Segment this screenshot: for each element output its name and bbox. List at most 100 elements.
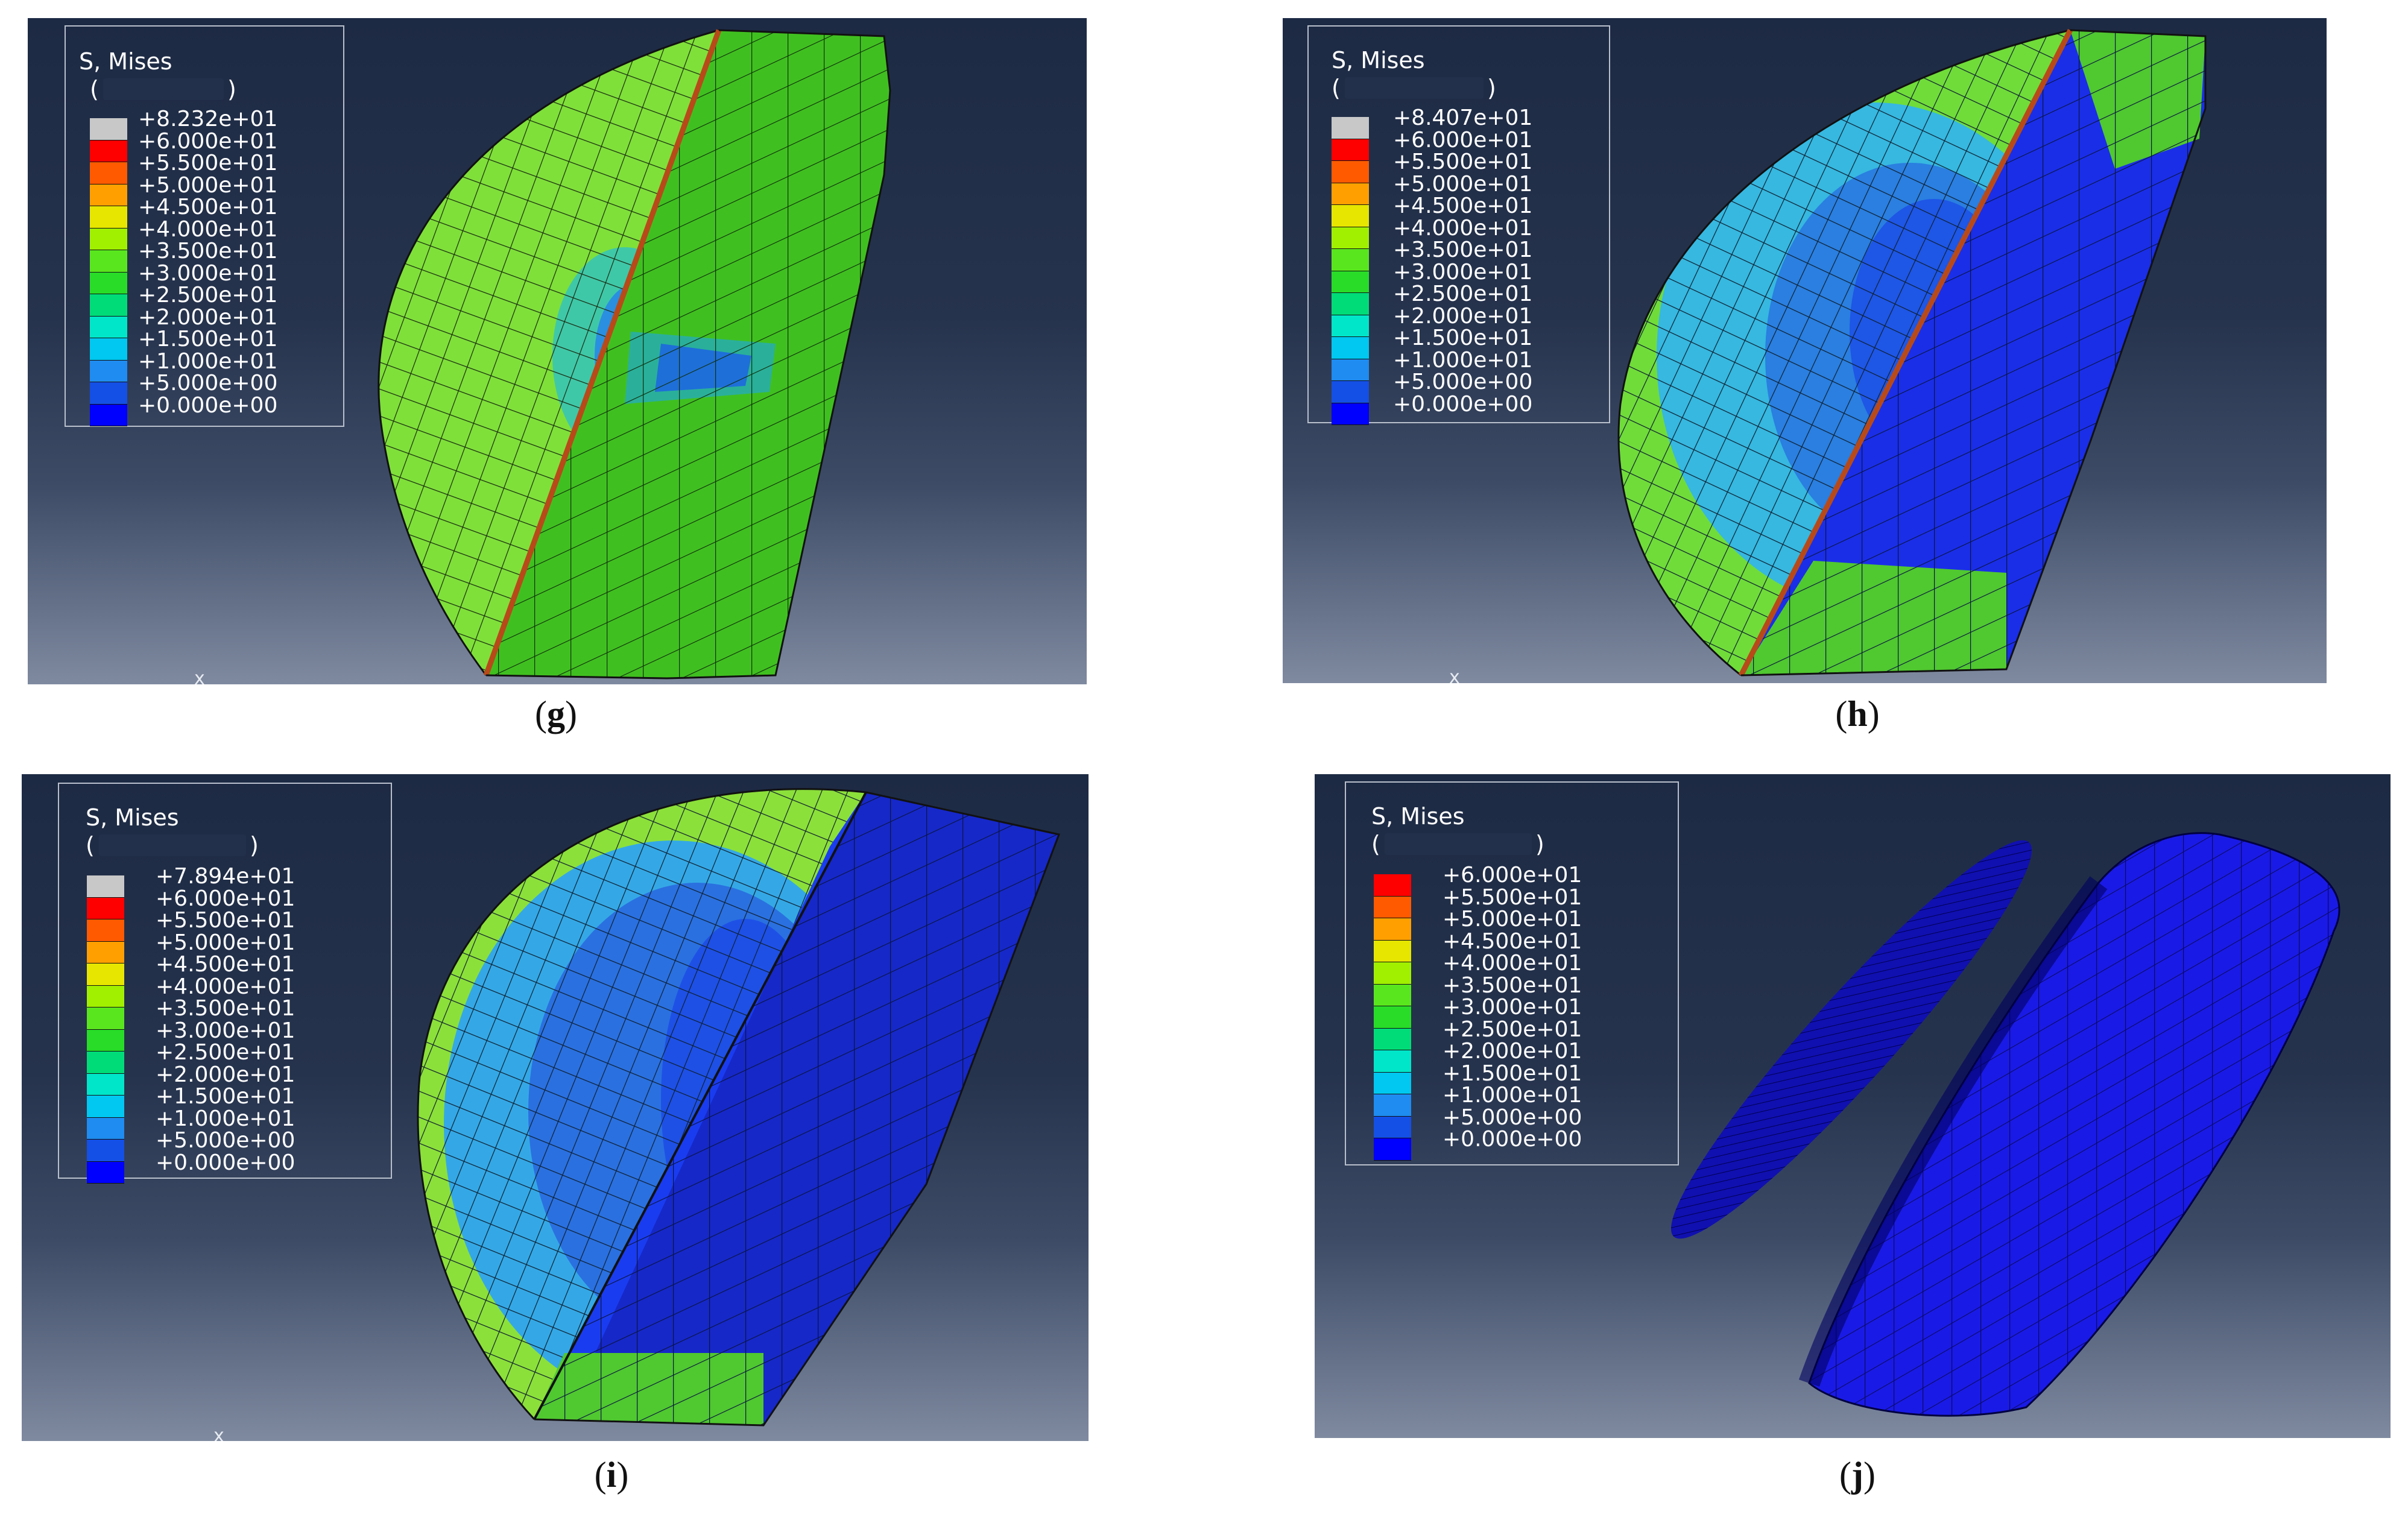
legend-swatch xyxy=(87,941,124,963)
legend-value: +6.000e+01 xyxy=(156,886,295,911)
legend-value: +5.500e+01 xyxy=(1443,885,1582,910)
legend-swatch xyxy=(90,184,127,206)
legend-labels: +8.232e+01 +6.000e+01 +5.500e+01 +5.000e+01… xyxy=(138,108,278,418)
legend-value: +3.500e+01 xyxy=(156,996,295,1021)
legend-value: +0.000e+00 xyxy=(1393,391,1533,417)
legend-value: +3.500e+01 xyxy=(1393,238,1533,262)
legend-unit-close: ) xyxy=(1487,75,1496,101)
legend-value: +0.000e+00 xyxy=(1443,1127,1582,1152)
legend-value: +0.000e+00 xyxy=(138,393,278,418)
legend-value: +4.500e+01 xyxy=(156,952,295,977)
legend-value: +4.000e+01 xyxy=(138,216,278,242)
legend-value: +4.000e+01 xyxy=(1443,951,1582,976)
legend-value: +5.500e+01 xyxy=(1393,150,1533,174)
legend-swatch xyxy=(87,1117,124,1140)
legend-swatches xyxy=(90,118,127,426)
legend-swatch xyxy=(87,1052,124,1074)
legend-swatch xyxy=(87,985,124,1008)
legend-swatch xyxy=(1374,896,1411,918)
legend-title: S, Mises xyxy=(79,48,172,75)
legend-swatch xyxy=(1374,1094,1411,1117)
legend-swatches xyxy=(87,875,124,1184)
legend-value: +2.000e+01 xyxy=(1393,303,1533,329)
legend-swatch xyxy=(1332,359,1369,381)
stress-contour-model-g xyxy=(378,29,891,680)
legend-title: S, Mises xyxy=(1332,47,1425,74)
legend-unit-redacted xyxy=(103,78,224,100)
legend-swatch xyxy=(1374,1050,1411,1073)
legend-swatch xyxy=(1374,1072,1411,1094)
legend-swatch xyxy=(90,250,127,273)
legend-value: +3.000e+01 xyxy=(1393,259,1533,285)
legend-value: +3.000e+01 xyxy=(156,1018,295,1043)
legend-value: +4.000e+01 xyxy=(156,974,295,999)
legend-swatch xyxy=(90,140,127,162)
legend-swatch xyxy=(87,897,124,919)
legend-swatch xyxy=(1332,183,1369,205)
legend-value: +8.407e+01 xyxy=(1393,106,1533,130)
legend-value: +3.000e+01 xyxy=(1443,995,1582,1020)
caption-h: (h) xyxy=(1835,694,1880,734)
legend-swatch xyxy=(1374,874,1411,897)
legend-value: +5.000e+00 xyxy=(138,371,278,396)
legend-swatch xyxy=(87,963,124,986)
legend-unit-redacted xyxy=(1385,833,1532,855)
fem-panel-g: S, Mises ( ) +8.232e+01 +6.000e+01 +5.500e… xyxy=(28,18,1087,684)
legend-value: +2.500e+01 xyxy=(156,1040,295,1065)
legend-value: +2.500e+01 xyxy=(1393,282,1533,306)
legend-value: +5.500e+01 xyxy=(156,908,295,933)
legend-unit-close: ) xyxy=(1535,831,1544,857)
legend-value: +2.000e+01 xyxy=(138,304,278,330)
legend-swatch xyxy=(1332,337,1369,359)
legend-title: S, Mises xyxy=(86,804,179,831)
legend-swatch xyxy=(1332,271,1369,293)
legend-value: +2.000e+01 xyxy=(156,1062,295,1087)
legend-swatch xyxy=(1332,315,1369,337)
stress-contour-model-i xyxy=(417,788,1061,1427)
legend-swatch xyxy=(87,919,124,942)
legend-swatch xyxy=(87,1029,124,1052)
legend-swatch xyxy=(90,316,127,338)
legend-swatch xyxy=(90,228,127,250)
legend-swatch xyxy=(87,1096,124,1118)
legend-value: +5.500e+01 xyxy=(138,151,278,175)
legend-swatch xyxy=(1332,139,1369,161)
fem-panel-j: S, Mises ( ) +6.000e+01 +5.500e+01 +5.000e… xyxy=(1315,774,2391,1438)
stress-legend-i: S, Mises ( ) +7.894e+01 +6.000e+01 +5.500e… xyxy=(58,783,392,1184)
legend-swatch xyxy=(90,404,127,426)
legend-swatch xyxy=(87,1073,124,1096)
legend-swatch xyxy=(90,294,127,317)
legend-value: +5.000e+01 xyxy=(1443,907,1582,932)
legend-unit-redacted xyxy=(99,834,246,856)
caption-i: (i) xyxy=(594,1455,629,1495)
legend-swatch xyxy=(1332,161,1369,183)
legend-swatch xyxy=(90,382,127,405)
legend-swatch xyxy=(1332,249,1369,271)
legend-value: +1.000e+01 xyxy=(1393,347,1533,373)
legend-swatch xyxy=(1374,1138,1411,1161)
legend-value: +6.000e+01 xyxy=(1393,127,1533,153)
legend-value: +1.500e+01 xyxy=(1393,326,1533,350)
legend-value: +4.500e+01 xyxy=(138,195,278,219)
legend-value: +2.500e+01 xyxy=(1443,1017,1582,1042)
stress-contour-model-j xyxy=(1671,832,2340,1417)
caption-j: (j) xyxy=(1839,1455,1876,1495)
stress-legend-h: S, Mises ( ) +8.407e+01 +6.000e+01 +5.500e… xyxy=(1307,25,1610,425)
legend-value: +6.000e+01 xyxy=(1443,863,1582,888)
legend-value: +1.500e+01 xyxy=(156,1084,295,1109)
legend-value: +3.500e+01 xyxy=(1443,973,1582,998)
legend-swatch xyxy=(1332,293,1369,315)
axis-marker-x: x xyxy=(213,1425,224,1441)
legend-swatch xyxy=(1332,205,1369,227)
legend-value: +5.000e+00 xyxy=(156,1128,295,1153)
legend-value: +4.000e+01 xyxy=(1393,215,1533,241)
legend-swatch xyxy=(1374,1116,1411,1138)
legend-value: +7.894e+01 xyxy=(156,864,295,889)
legend-swatch xyxy=(87,1161,124,1184)
legend-unit-open: ( xyxy=(86,832,95,859)
legend-value: +5.000e+01 xyxy=(138,172,278,198)
legend-unit-open: ( xyxy=(1332,75,1341,101)
legend-value: +0.000e+00 xyxy=(156,1150,295,1175)
legend-swatch xyxy=(1332,117,1369,139)
legend-swatch xyxy=(1374,984,1411,1006)
